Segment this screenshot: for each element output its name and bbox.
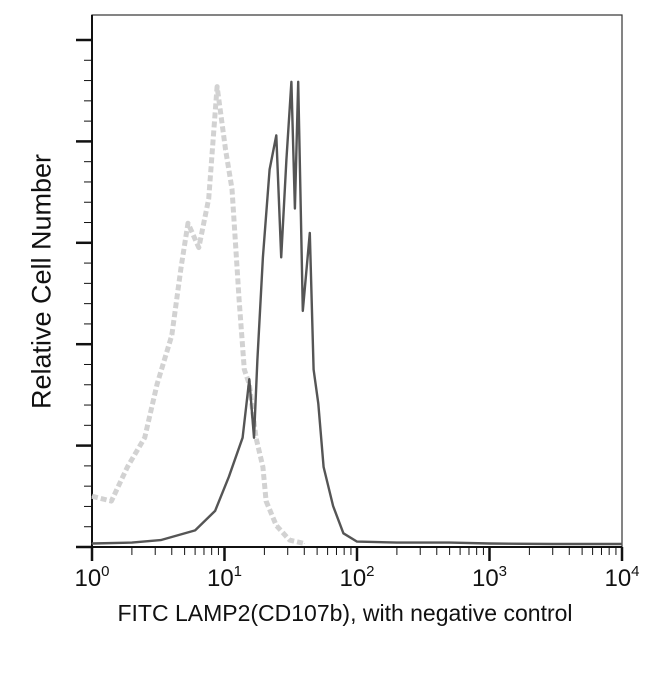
data-point [248,378,250,380]
data-point [342,532,344,534]
data-point [91,543,93,545]
data-point [303,543,305,545]
data-point [332,505,334,507]
x-tick-label: 103 [472,563,507,593]
data-point [449,542,451,544]
data-point [489,543,490,545]
data-point [313,368,315,370]
data-point [243,368,245,370]
data-point [265,500,267,502]
series-line-control [91,84,305,546]
data-point [255,437,257,439]
tick-exponent: 4 [631,563,640,580]
tick-exponent: 2 [366,563,375,580]
data-point [289,539,291,541]
data-point [262,256,264,258]
tick-exponent: 1 [233,563,243,580]
data-point [208,198,210,200]
data-point [396,542,398,544]
tick-base: 10 [471,565,499,592]
series-line-sample [91,80,622,546]
data-point [194,529,196,531]
x-tick-label: 104 [604,563,639,593]
data-point [294,208,296,210]
data-point [262,466,264,468]
data-point [160,539,162,541]
data-point [216,86,218,88]
data-point [171,334,173,336]
data-point [214,510,216,512]
data-point [126,466,128,468]
tick-base: 10 [206,565,234,592]
data-point [110,500,112,502]
tick-exponent: 0 [101,563,110,580]
data-point [275,524,277,526]
data-point [180,266,182,268]
tick-base: 10 [339,565,367,592]
data-point [91,495,93,497]
data-point [323,466,325,468]
data-point [285,159,287,161]
data-point [238,300,240,302]
y-axis-label: Relative Cell Number [26,153,57,410]
tick-base: 10 [604,565,632,592]
data-point [144,437,146,439]
data-point [317,403,319,405]
data-point [231,188,233,190]
data-point [275,134,277,136]
data-point [256,359,258,361]
data-point [552,543,554,545]
data-point [187,222,189,224]
data-point [356,541,358,543]
data-point [253,437,255,439]
x-axis-label: FITC LAMP2(CD107b), with negative contro… [117,600,573,626]
x-tick-label: 100 [74,563,109,593]
data-point [290,81,292,83]
data-point [269,169,271,171]
data-point [156,383,158,385]
data-point [309,232,311,234]
x-tick-label: 102 [339,563,374,593]
plot-frame [91,14,623,548]
data-point [302,310,304,312]
data-point [198,247,200,249]
tick-exponent: 3 [498,563,508,580]
data-point [225,149,227,151]
tick-base: 10 [74,565,102,592]
x-tick-label: 101 [207,563,242,593]
data-point [297,81,299,83]
data-point [131,542,133,544]
data-point [228,476,230,478]
data-point [280,256,282,258]
data-point [242,437,244,439]
data-point [621,543,623,545]
